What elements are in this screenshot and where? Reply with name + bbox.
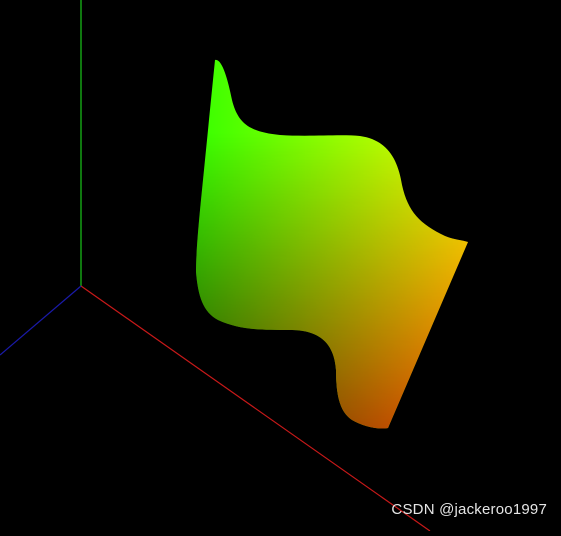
surface-mesh	[196, 59, 468, 429]
watermark-text: CSDN @jackeroo1997	[391, 501, 547, 518]
z-axis-line	[0, 285, 82, 356]
x-axis-line	[80, 285, 431, 532]
